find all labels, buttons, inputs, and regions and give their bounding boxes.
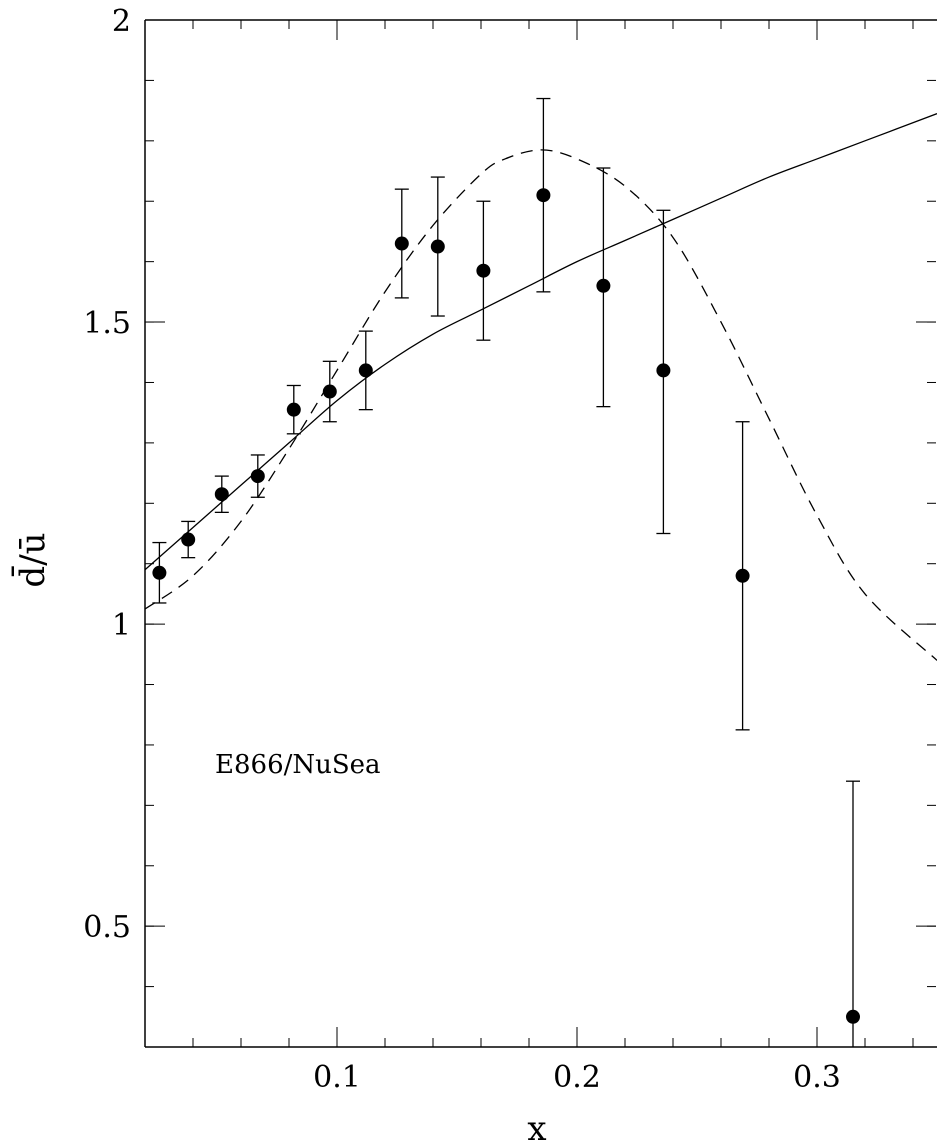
x-tick-label: 0.3 [793, 1060, 841, 1095]
axis-ticks [144, 19, 936, 1048]
data-point [596, 278, 611, 293]
y-tick-label: 0.5 [83, 910, 131, 945]
data-point [358, 363, 373, 378]
data-point [214, 487, 229, 502]
solid-model-curve [144, 113, 937, 571]
y-tick-label: 1 [112, 608, 131, 643]
data-point [846, 1009, 860, 1024]
x-axis-label: x [527, 1109, 546, 1147]
x-tick-label: 0.2 [553, 1060, 601, 1095]
x-tick-label: 0.1 [313, 1060, 361, 1095]
data-point [322, 384, 337, 399]
data-point [181, 532, 196, 547]
data-point [394, 236, 409, 251]
data-point [656, 363, 671, 378]
axis-tick-labels: 0.1 0.2 0.3 0.5 1 1.5 2 [83, 4, 841, 1095]
data-point [735, 568, 750, 583]
data-points [152, 97, 860, 1047]
experiment-annotation: E866/NuSea [215, 750, 381, 780]
data-point [286, 402, 301, 417]
dashed-model-curve [144, 149, 937, 661]
y-axis-label: d̄/ū [11, 532, 53, 587]
plot-frame [144, 19, 937, 1048]
data-point [152, 565, 167, 580]
data-point [536, 188, 551, 203]
y-tick-label: 1.5 [83, 306, 131, 341]
data-point [476, 263, 491, 278]
data-point [250, 469, 265, 484]
data-point [430, 239, 445, 254]
model-curves [144, 113, 937, 661]
y-tick-label: 2 [112, 4, 131, 39]
